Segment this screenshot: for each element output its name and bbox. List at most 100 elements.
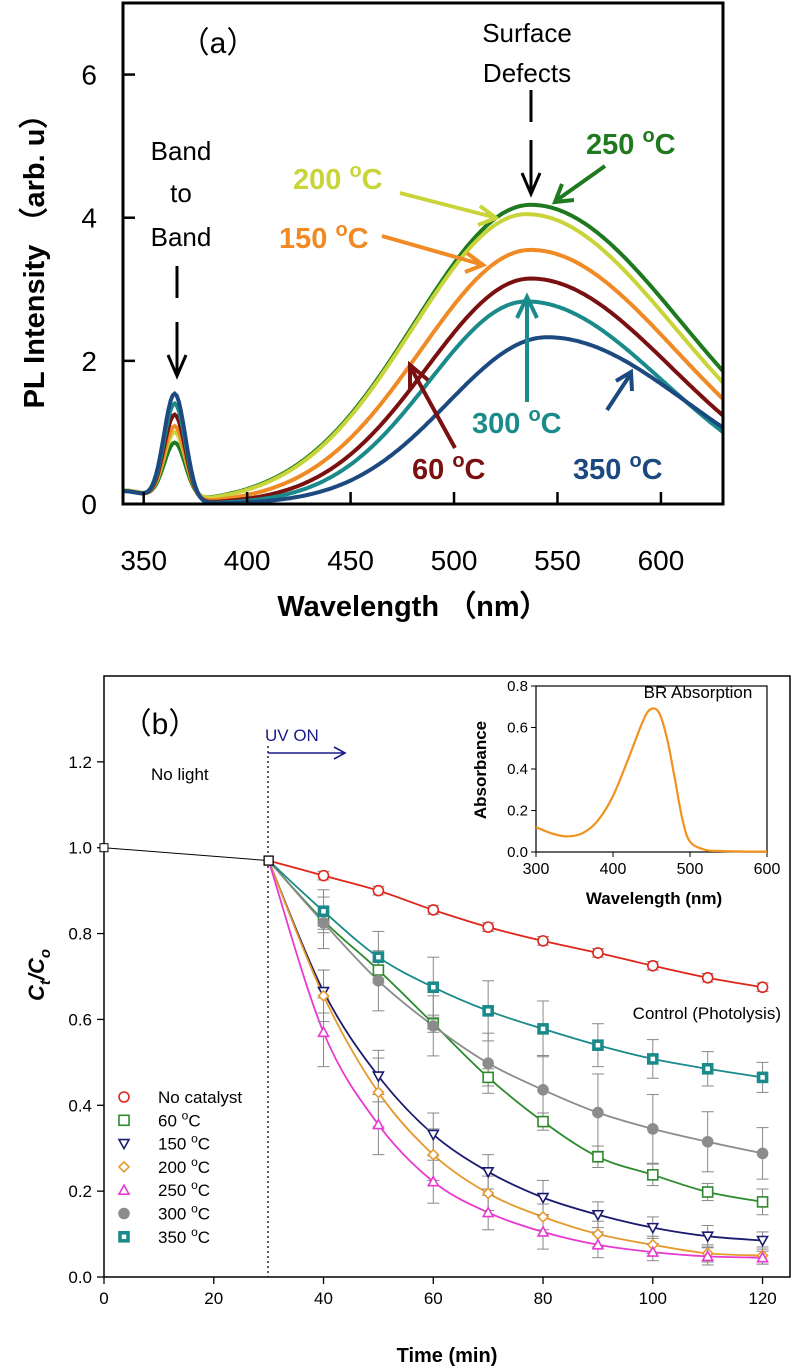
label-200c: 200 oC [293,160,383,196]
panel-b-ytick-label: 0.4 [68,1096,92,1115]
surface-defects-arrow [520,90,542,198]
panel-a-xtick-label: 450 [327,545,374,576]
inset-xtick-label: 400 [600,861,627,878]
marker-no-catalyst [372,884,385,897]
marker-350-c-inner [540,1026,546,1032]
marker-200-c [317,989,330,1002]
marker-60-c [372,964,385,976]
panel-a-plot-frame [121,1,725,506]
marker-350-c-inner [595,1042,601,1048]
marker-300-c [537,1084,549,1096]
marker-no-catalyst [317,869,330,882]
marker-150-c [426,1129,440,1142]
arrow-350c [605,368,634,412]
pl-series-150-c [123,247,725,503]
panel-a-ytick-label: 0 [81,489,97,520]
inset-axes: 300 400 500 600 0.0 0.2 0.4 0.6 0.8 [507,678,780,878]
panel-a-xtick-label: 600 [638,545,685,576]
panel-b-degradation: 0 20 40 60 80 100 120 0.0 0.2 0.4 0.6 0.8 1.0 1.2 UV … [24,675,791,1367]
marker-no-catalyst [427,904,440,916]
marker-60-c [646,1169,659,1181]
panel-a-axes: 350 400 450 500 550 600 0 2 4 6 [81,60,684,576]
panel-a-ytick-label: 6 [81,60,97,91]
marker-200-c [482,1187,495,1200]
label-60c: 60 oC [412,450,486,486]
inset-ytick-label: 0.6 [507,720,528,737]
band-to-band-line2: to [170,178,192,208]
panel-a-xlabel: Wavelength （nm） [277,590,548,623]
panel-a-ytick-label: 4 [81,203,97,234]
marker-200-c [427,1148,440,1161]
panel-b-ytick-label: 0.0 [68,1268,92,1287]
legend-label: 300 oC [158,1202,210,1224]
marker-150-c [701,1231,715,1243]
band-to-band-arrow [166,266,188,380]
marker-150-c [646,1222,660,1235]
uv-on-arrow [268,746,347,760]
panel-b-ytick-label: 1.0 [68,839,92,858]
inset-ytick-label: 0.2 [507,803,528,820]
panel-b-ytick-label: 1.2 [68,753,92,772]
marker-300-c [427,1020,440,1032]
inset-xtick-label: 600 [754,861,781,878]
marker-no-catalyst [482,921,494,933]
arrow-150c [381,234,488,274]
fit-curve-no-catalyst [268,859,763,989]
marker-350-c-inner [760,1075,765,1080]
dark-phase-point [99,843,109,853]
surface-defects-line1: Surface [482,18,572,48]
control-label: Control (Photolysis) [633,1004,781,1023]
inset-br-absorption: 300 400 500 600 0.0 0.2 0.4 0.6 0.8 BR Absorptio… [471,678,780,908]
legend-marker [117,1138,131,1151]
panel-b-ytick-label: 0.8 [68,925,92,944]
panel-a-xtick-label: 550 [534,545,581,576]
panel-b-plot-frame [103,675,791,1278]
marker-no-catalyst [756,981,769,994]
panel-b-xtick-label: 40 [314,1289,333,1308]
panel-a-xtick-label: 500 [431,545,478,576]
label-350c: 350 oC [573,450,663,486]
marker-60-c [482,1071,494,1084]
panel-b-xtick-label: 20 [204,1289,223,1308]
marker-150-c [536,1192,550,1205]
marker-300-c [756,1147,769,1160]
panel-b-axes: 0 20 40 60 80 100 120 0.0 0.2 0.4 0.6 0.8 1.0 1.2 [68,753,776,1308]
marker-350-c-inner [321,908,326,914]
panel-b-xtick-label: 120 [748,1289,776,1308]
panel-b-markers [263,855,769,1263]
fit-curve-350-c [267,859,763,1079]
inset-ytick-label: 0.0 [507,844,528,861]
marker-250-c [317,1025,330,1038]
marker-350-c-inner [431,984,436,990]
panel-a-xtick-label: 400 [224,545,271,576]
panel-a-label: （a） [180,27,257,60]
marker-300-c [372,974,385,987]
legend-label: No catalyst [158,1088,242,1107]
panel-a-xtick-label: 350 [120,545,167,576]
marker-no-catalyst [701,971,714,984]
marker-no-catalyst [646,959,659,972]
legend-label: 200 oC [158,1155,210,1177]
marker-250-c [591,1238,605,1250]
marker-150-c [591,1209,605,1222]
legend-marker [118,1207,130,1220]
marker-250-c [701,1249,715,1262]
marker-350-c-inner [485,1008,491,1014]
pointer-arrows-a [381,164,634,449]
uv-start-point [263,855,274,866]
label-300c: 300 oC [472,404,562,440]
fit-curve-300-c [267,860,763,1155]
legend-marker [118,1114,130,1127]
dark-phase-line [103,847,269,862]
marker-200-c [372,1086,385,1099]
inset-plot-frame [535,685,768,853]
panel-b-xlabel: Time (min) [397,1345,498,1367]
marker-350-c-inner [376,954,381,960]
panel-a-ylabel: PL Intensity （arb. u） [18,100,51,409]
legend-marker [118,1091,130,1103]
panel-b-xtick-label: 60 [424,1289,443,1308]
panel-b-xtick-label: 80 [534,1289,553,1308]
inset-absorption-curve [535,707,767,853]
